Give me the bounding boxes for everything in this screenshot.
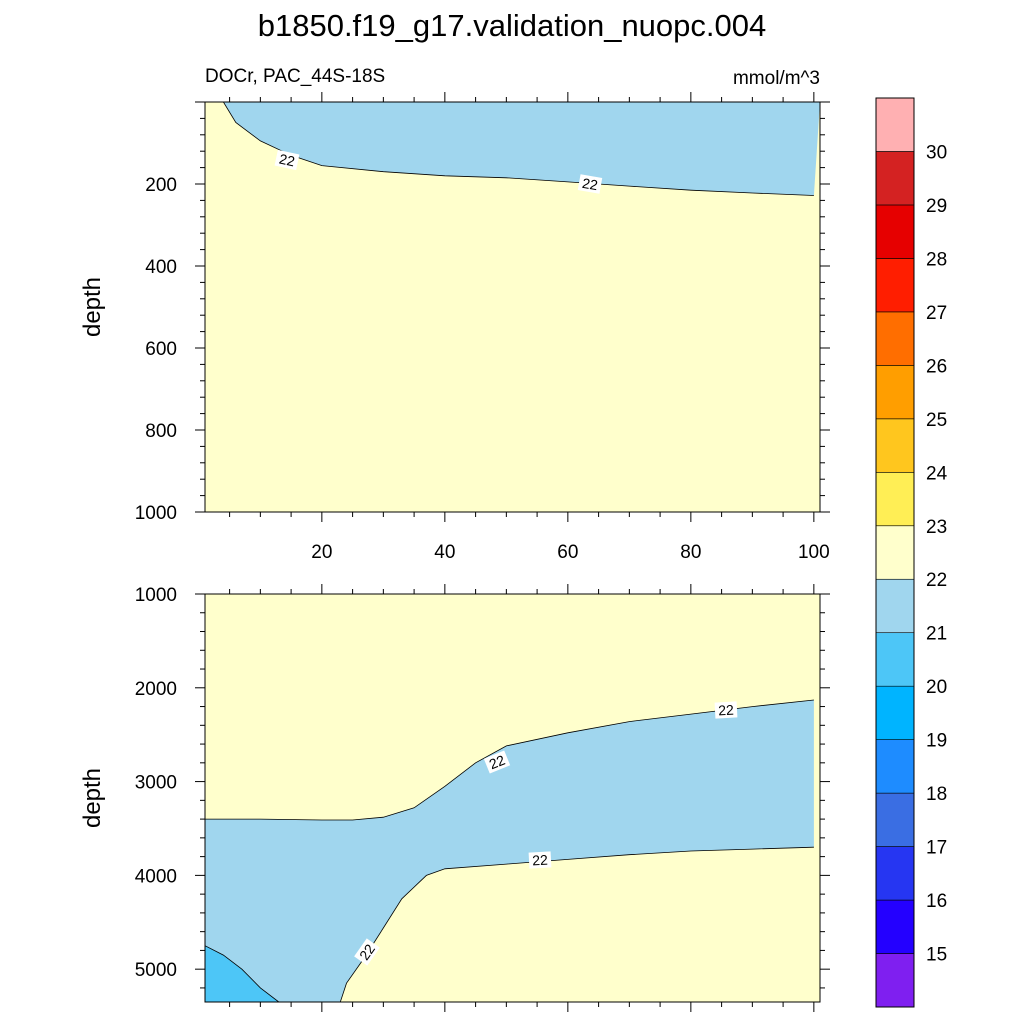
contour-label: 22 xyxy=(483,750,511,774)
colorbar-swatch xyxy=(875,792,915,847)
y-tick-label: 4000 xyxy=(135,866,177,887)
contour-label: 22 xyxy=(714,701,738,719)
colorbar-swatch xyxy=(875,739,915,794)
region-21-22 xyxy=(223,102,820,196)
y-axis-label: depth xyxy=(79,768,106,828)
y-tick-label: 3000 xyxy=(135,773,177,794)
contour-line-22-upper xyxy=(205,699,814,821)
plot-area xyxy=(205,594,820,1002)
contour-label: 22 xyxy=(354,938,380,966)
colorbar-label: 25 xyxy=(926,410,947,431)
colorbar-swatch xyxy=(875,365,915,420)
y-tick-label: 600 xyxy=(145,339,177,360)
y-tick-label: 1000 xyxy=(135,503,177,524)
colorbar-label: 26 xyxy=(926,356,947,377)
colorbar-label: 17 xyxy=(926,838,947,859)
colorbar-label: 20 xyxy=(926,677,947,698)
colorbar-label: 15 xyxy=(926,945,947,966)
colorbar-label: 22 xyxy=(926,570,947,591)
x-tick-label: 100 xyxy=(798,542,830,563)
lower-panel: 22 22 22 22 1000 2000 3000 4000 5000 depth xyxy=(79,584,830,1012)
colorbar-swatch xyxy=(875,578,915,634)
colorbar-frame xyxy=(875,97,915,1008)
y-tick-label: 200 xyxy=(145,175,177,196)
contour-label-text: 22 xyxy=(278,151,297,170)
colorbar-label: 21 xyxy=(926,624,947,645)
colorbar-swatch xyxy=(875,204,915,259)
colorbar-label: 16 xyxy=(926,891,947,912)
colorbar-label: 23 xyxy=(926,517,947,538)
region-21-22 xyxy=(205,700,814,1002)
upper-panel: 22 22 20 40 60 80 100 200 400 600 800 1000 depth xyxy=(79,92,830,563)
colorbar-label: 28 xyxy=(926,249,947,270)
contour-label: 22 xyxy=(577,174,603,194)
plot-frame xyxy=(204,593,821,1003)
colorbar-swatch xyxy=(875,846,915,901)
contour-label-text: 22 xyxy=(487,752,508,773)
colorbar-swatch xyxy=(875,311,915,366)
colorbar-swatch xyxy=(875,953,915,1008)
colorbar-label: 30 xyxy=(926,142,947,163)
contour-label-text: 22 xyxy=(532,852,549,869)
colorbar-swatch xyxy=(875,899,915,954)
y-axis-label: depth xyxy=(79,277,106,337)
y-tick-label: 1000 xyxy=(135,585,177,606)
plot-area xyxy=(205,102,820,512)
colorbar: 15 16 17 18 19 20 21 22 23 24 25 26 27 28 29 30 xyxy=(875,97,948,1008)
plot-frame xyxy=(204,101,821,513)
contour-label-text: 22 xyxy=(581,175,599,193)
colorbar-swatch xyxy=(875,525,915,580)
x-tick-label: 60 xyxy=(557,542,578,563)
colorbar-label: 29 xyxy=(926,196,947,217)
x-tick-label: 40 xyxy=(434,542,455,563)
colorbar-swatch xyxy=(875,97,915,152)
colorbar-label: 18 xyxy=(926,784,947,805)
colorbar-swatch xyxy=(875,258,915,313)
contour-label: 22 xyxy=(528,851,552,869)
y-tick-label: 400 xyxy=(145,257,177,278)
units-label: mmol/m^3 xyxy=(733,68,820,89)
figure-title: b1850.f19_g17.validation_nuopc.004 xyxy=(258,8,767,43)
y-tick-label: 5000 xyxy=(135,960,177,981)
colorbar-label: 19 xyxy=(926,731,947,752)
contour-line-22 xyxy=(223,102,814,196)
colorbar-swatch xyxy=(875,685,915,740)
contour-label: 22 xyxy=(274,149,300,171)
x-tick-label: 80 xyxy=(680,542,701,563)
colorbar-swatch xyxy=(875,632,915,687)
colorbar-swatch xyxy=(875,471,915,527)
colorbar-swatch xyxy=(875,418,915,473)
colorbar-swatch xyxy=(875,151,915,206)
x-tick-label: 20 xyxy=(311,542,332,563)
y-tick-label: 2000 xyxy=(135,679,177,700)
contour-label-text: 22 xyxy=(718,702,735,719)
y-tick-label: 800 xyxy=(145,421,177,442)
colorbar-label: 27 xyxy=(926,303,947,324)
variable-label: DOCr, PAC_44S-18S xyxy=(205,66,385,87)
contour-line-21 xyxy=(205,945,280,1002)
colorbar-label: 24 xyxy=(926,463,948,484)
